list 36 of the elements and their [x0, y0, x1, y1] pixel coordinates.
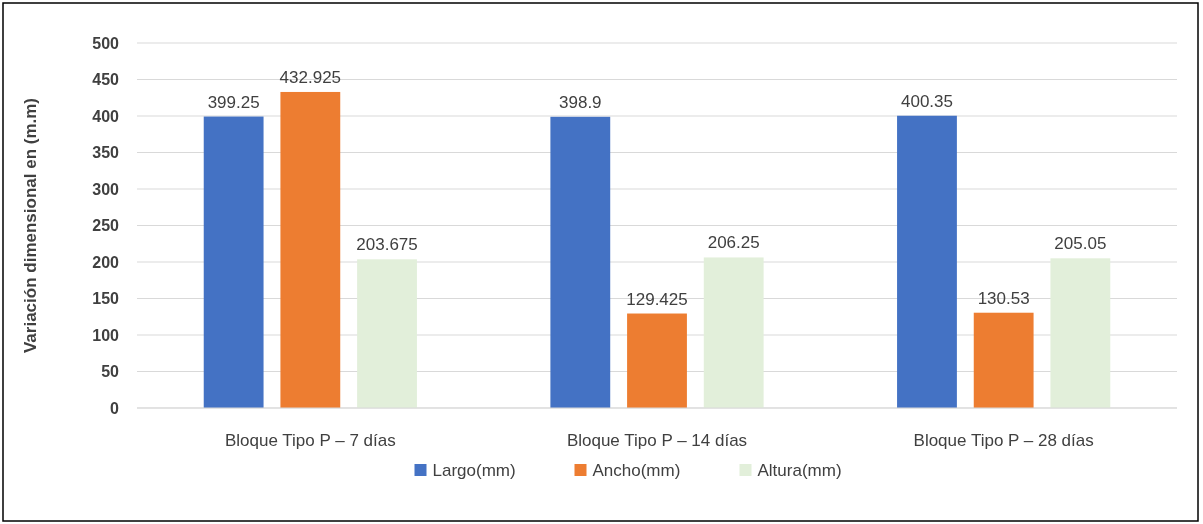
y-tick-label: 500: [92, 34, 120, 52]
bar: [973, 312, 1034, 408]
bar: [1050, 258, 1111, 408]
y-tick-label: 400: [92, 107, 120, 125]
bar: [357, 259, 417, 408]
x-tick-label: Bloque Tipo P – 28 días: [913, 431, 1094, 450]
bar: [550, 116, 611, 408]
y-tick-label: 250: [92, 217, 120, 235]
y-tick-label: 200: [92, 253, 120, 271]
y-tick-label: 450: [92, 71, 120, 89]
x-tick-label: Bloque Tipo P – 7 días: [224, 431, 396, 450]
data-label: 130.53: [977, 288, 1030, 308]
y-tick-label: 100: [92, 326, 120, 344]
bar: [627, 313, 687, 408]
y-tick-label: 300: [92, 180, 120, 198]
data-label: 206.25: [707, 233, 760, 253]
legend-label: Ancho(mm): [592, 460, 681, 480]
data-label: 399.25: [207, 92, 260, 112]
y-tick-label: 150: [92, 290, 120, 308]
legend-label: Largo(mm): [432, 460, 516, 480]
legend-label: Altura(mm): [757, 460, 842, 480]
bar: [897, 115, 957, 408]
data-label: 129.425: [626, 289, 688, 309]
data-label: 400.35: [900, 91, 953, 111]
bar: [203, 116, 264, 408]
data-label: 398.9: [559, 92, 602, 112]
y-axis-title: Variación dimensional en (m.m): [21, 97, 40, 354]
x-tick-label: Bloque Tipo P – 14 días: [566, 431, 748, 450]
bar: [280, 91, 341, 408]
data-label: 205.05: [1054, 234, 1107, 254]
y-tick-label: 50: [101, 363, 120, 381]
y-tick-label: 0: [110, 399, 120, 417]
bar: [703, 257, 764, 408]
data-label: 432.925: [279, 67, 342, 87]
y-tick-label: 350: [92, 144, 120, 162]
data-label: 203.675: [356, 235, 418, 255]
